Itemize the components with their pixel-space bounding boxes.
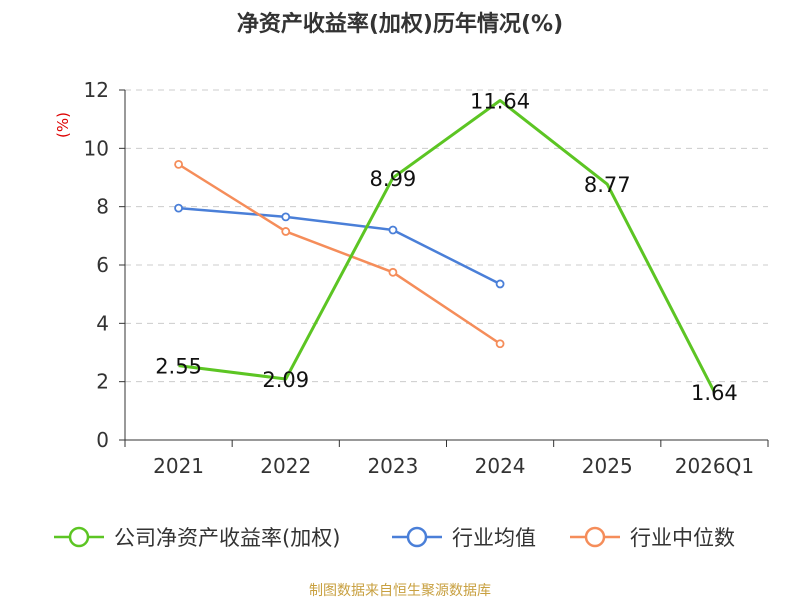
y-tick-label: 10: [84, 136, 109, 160]
x-tick-label: 2024: [475, 454, 526, 478]
x-tick-label: 2021: [153, 454, 204, 478]
legend-marker-industry-mean: [392, 526, 442, 548]
x-tick-label: 2023: [367, 454, 418, 478]
legend-marker-company-roe: [54, 526, 104, 548]
data-point-series-1: [281, 212, 291, 222]
y-tick-label: 8: [96, 195, 109, 219]
legend-label-industry-mean: 行业均值: [452, 526, 536, 550]
source-note: 制图数据来自恒生聚源数据库: [309, 583, 491, 599]
x-tick-label: 2025: [582, 454, 633, 478]
series-line-0: [178, 99, 716, 393]
data-point-series-2: [174, 159, 183, 169]
series-line-1: [178, 206, 501, 286]
legend-label-industry-median: 行业中位数: [630, 526, 735, 550]
data-point-series-1: [388, 225, 398, 235]
legend-item-industry-median[interactable]: 行业中位数: [568, 520, 735, 554]
data-point-series-2: [388, 267, 398, 277]
data-point-series-2: [281, 227, 291, 236]
y-tick-label: 2: [96, 370, 109, 394]
data-point-series-2: [495, 339, 505, 349]
data-label: 2.09: [262, 368, 309, 392]
x-tick-label: 2022: [260, 454, 311, 478]
y-tick-label: 0: [96, 428, 109, 452]
data-label: 8.77: [584, 173, 631, 197]
legend-marker-industry-median: [570, 526, 620, 548]
legend-label-company-roe: 公司净资产收益率(加权): [114, 526, 341, 550]
y-tick-label: 4: [96, 311, 109, 335]
legend-item-industry-mean[interactable]: 行业均值: [390, 520, 536, 554]
data-label: 1.64: [691, 381, 738, 405]
data-label: 11.64: [470, 90, 530, 114]
data-point-series-1: [174, 203, 183, 213]
legend-item-company-roe[interactable]: 公司净资产收益率(加权): [52, 520, 340, 554]
chart-title: 净资产收益率(加权)历年情况(%): [236, 12, 564, 37]
data-point-series-1: [495, 279, 505, 289]
data-label: 8.99: [370, 167, 417, 191]
y-tick-label: 12: [84, 78, 109, 102]
y-axis-title: (%): [54, 112, 72, 138]
y-tick-label: 6: [96, 253, 109, 277]
data-label: 2.55: [155, 355, 202, 379]
series-line-2: [177, 163, 501, 345]
x-tick-label: 2026Q1: [675, 454, 754, 478]
